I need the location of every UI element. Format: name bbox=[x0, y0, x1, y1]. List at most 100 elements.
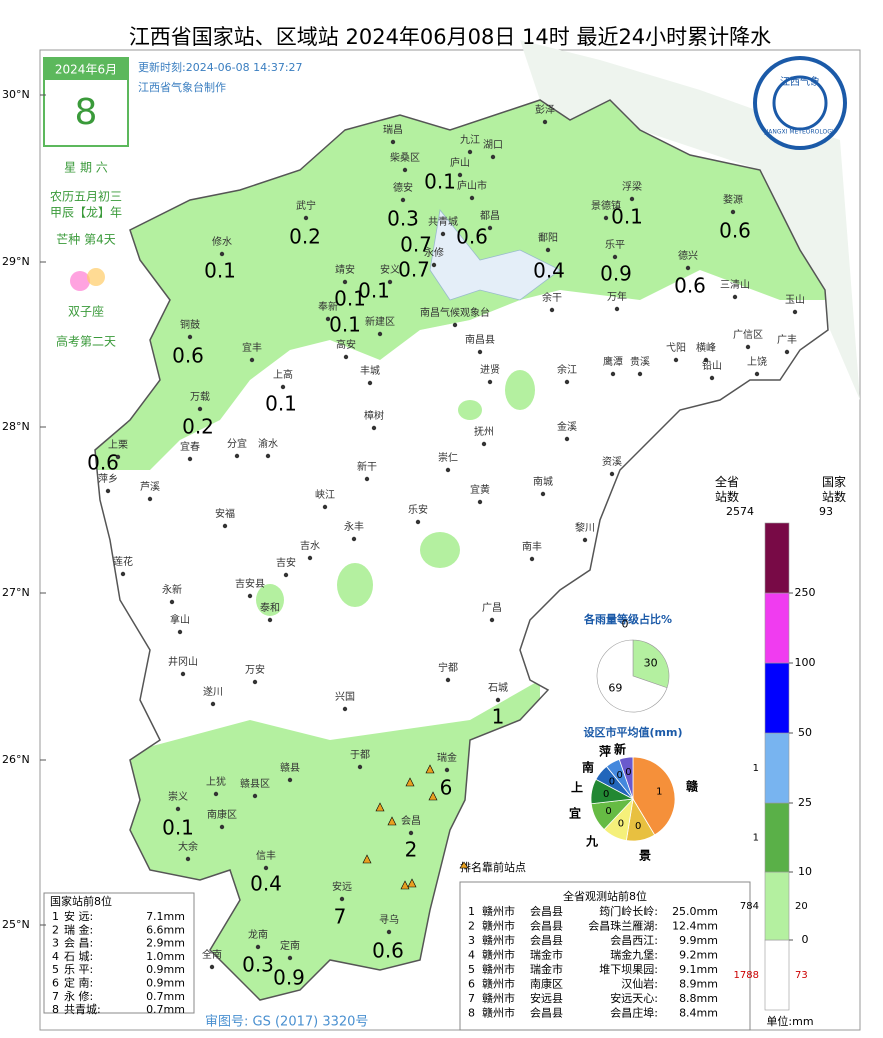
rain-value: 2 bbox=[405, 838, 418, 862]
city-name: 余干 bbox=[542, 291, 562, 304]
city-dot bbox=[452, 322, 458, 328]
city-name: 景德镇 bbox=[591, 199, 621, 212]
city-dot bbox=[213, 791, 219, 797]
pie-label: 30 bbox=[644, 656, 658, 669]
city-name: 吉安县 bbox=[235, 577, 265, 590]
pie-slice bbox=[632, 639, 670, 689]
national-cell: 会 昌: bbox=[64, 937, 93, 950]
city-dot bbox=[222, 523, 228, 529]
province-cell: 8 bbox=[468, 1007, 475, 1020]
city-dot bbox=[287, 955, 293, 961]
city-dot bbox=[177, 629, 183, 635]
city-dot bbox=[219, 824, 225, 830]
city-name: 泰和 bbox=[260, 601, 280, 614]
maker: 江西省气象台制作 bbox=[138, 80, 226, 94]
legend-threshold: 25 bbox=[798, 796, 812, 809]
province-cell: 8.9mm bbox=[679, 978, 718, 991]
province-table-box bbox=[459, 881, 751, 1031]
city-dot bbox=[400, 197, 406, 203]
city-name: 玉山 bbox=[785, 294, 805, 306]
city-name: 庐山 bbox=[450, 156, 470, 169]
note: 高考第二天 bbox=[56, 334, 116, 349]
city-name: 庐山市 bbox=[457, 179, 487, 192]
legend-swatch bbox=[764, 662, 790, 734]
rain-value: 0.4 bbox=[250, 872, 282, 896]
pie-name: 南 bbox=[582, 760, 594, 775]
city-dot bbox=[754, 371, 760, 377]
national-cell: 0.7mm bbox=[146, 1003, 185, 1016]
national-cell: 4 bbox=[52, 950, 59, 963]
city-dot bbox=[187, 456, 193, 462]
city-name: 宜黄 bbox=[470, 483, 490, 496]
logo-text: 江西气象 bbox=[780, 75, 820, 88]
province-cell: 7 bbox=[468, 992, 475, 1005]
logo-text-en: JIANGXI METEOROLOGY bbox=[764, 129, 836, 136]
rain-value: 0.1 bbox=[265, 392, 297, 416]
city-dot bbox=[210, 701, 216, 707]
city-dot bbox=[249, 357, 255, 363]
city-name: 新干 bbox=[357, 460, 377, 473]
city-name: 资溪 bbox=[602, 456, 622, 468]
city-dot bbox=[614, 306, 620, 312]
pie-name: 上 bbox=[571, 780, 583, 795]
province-title-line: 站数 bbox=[715, 489, 739, 504]
city-dot bbox=[582, 537, 588, 543]
province-cell: 会昌县 bbox=[530, 920, 563, 933]
lat-label: 26°N bbox=[2, 753, 30, 766]
national-cell: 2.9mm bbox=[146, 937, 185, 950]
city-name: 永新 bbox=[162, 583, 182, 596]
top-marker-label: 排名靠前站点 bbox=[460, 860, 526, 874]
legend-threshold: 250 bbox=[795, 586, 816, 599]
ganzhi: 甲辰【龙】年 bbox=[50, 206, 122, 220]
city-name: 南昌县 bbox=[465, 333, 495, 346]
national-cell: 6 bbox=[52, 977, 59, 990]
city-name: 进贤 bbox=[480, 364, 500, 376]
city-dot bbox=[457, 172, 463, 178]
city-dot bbox=[732, 294, 738, 300]
city-dot bbox=[377, 331, 383, 337]
weekday: 星 期 六 bbox=[64, 161, 108, 175]
city-name: 宜丰 bbox=[242, 341, 262, 354]
city-dot bbox=[339, 896, 345, 902]
province-cell: 3 bbox=[468, 934, 475, 947]
pie-name: 宜 bbox=[569, 806, 581, 821]
province-title: 全省站数 bbox=[715, 474, 739, 504]
city-dot bbox=[367, 380, 373, 386]
city-dot bbox=[120, 571, 126, 577]
rain-value: 0.7 bbox=[400, 233, 432, 257]
city-dot bbox=[364, 476, 370, 482]
city-dot bbox=[487, 379, 493, 385]
city-name: 鄱阳 bbox=[538, 231, 558, 244]
city-dot bbox=[169, 599, 175, 605]
city-name: 武宁 bbox=[296, 199, 316, 212]
city-name: 吉水 bbox=[300, 540, 320, 552]
rain-value: 0.1 bbox=[358, 279, 390, 303]
city-name: 德兴 bbox=[678, 249, 698, 262]
city-name: 乐安 bbox=[408, 503, 428, 516]
update-time: 更新时刻:2024-06-08 14:37:27 bbox=[138, 60, 303, 74]
city-name: 高安 bbox=[336, 338, 356, 351]
city-dot bbox=[252, 679, 258, 685]
province-cell: 瑞金九堡: bbox=[610, 948, 658, 962]
city-dot bbox=[387, 279, 393, 285]
legend-swatch bbox=[764, 939, 790, 1011]
top-station bbox=[405, 777, 415, 787]
pie-label: 69 bbox=[608, 682, 622, 695]
province-border bbox=[94, 99, 829, 1001]
city-name: 广信区 bbox=[733, 329, 763, 341]
national-cell: 安 远: bbox=[64, 909, 93, 923]
city-dot bbox=[477, 499, 483, 505]
city-name: 定南 bbox=[280, 939, 300, 952]
city-name: 鹰潭 bbox=[603, 355, 623, 368]
national-title-line: 国家 bbox=[822, 474, 846, 489]
pie-slice bbox=[596, 639, 668, 713]
national-count: 73 bbox=[795, 970, 808, 981]
city-dot bbox=[386, 929, 392, 935]
city-name: 莲花 bbox=[113, 555, 133, 568]
rain-value: 0.6 bbox=[456, 225, 488, 249]
city-name: 全南 bbox=[202, 948, 222, 961]
national-count: 20 bbox=[795, 901, 808, 912]
city-name: 万安 bbox=[245, 663, 265, 676]
unit: 单位:mm bbox=[766, 1014, 813, 1028]
city-name: 三清山 bbox=[720, 278, 750, 291]
